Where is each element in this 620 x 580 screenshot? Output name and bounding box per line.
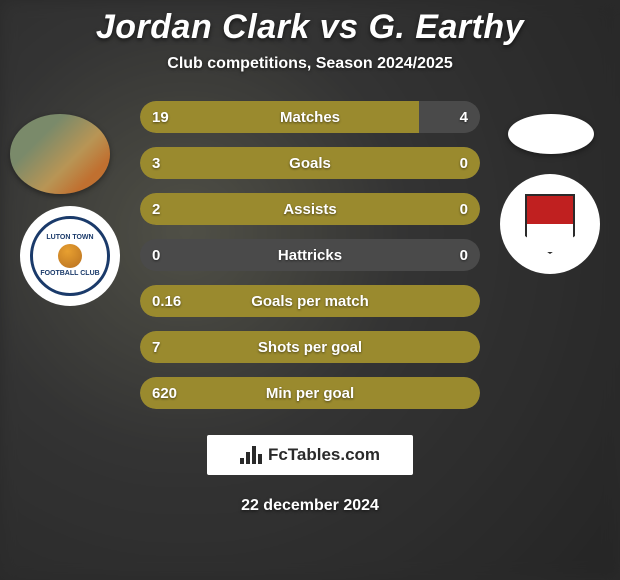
stat-bar: 2Assists0 [140,193,480,225]
stat-bar: 0.16Goals per match [140,285,480,317]
stat-right-value: 0 [460,247,468,264]
stat-label: Assists [140,201,480,218]
stat-right-value: 0 [460,201,468,218]
stat-bar: 0Hattricks0 [140,239,480,271]
club-crest-right [500,174,600,274]
player-avatar-right [508,114,594,154]
crest-left-line2: FOOTBALL CLUB [40,270,99,278]
fctables-text: FcTables.com [268,445,380,465]
stat-label: Goals per match [140,293,480,310]
crest-left-line1: LUTON TOWN [46,234,93,242]
crest-left-ball-icon [58,244,82,268]
stat-label: Shots per goal [140,339,480,356]
stat-label: Matches [140,109,480,126]
stat-label: Hattricks [140,247,480,264]
stats-container: 19Matches43Goals02Assists00Hattricks00.1… [140,101,480,409]
stat-right-value: 0 [460,155,468,172]
stat-bar: 3Goals0 [140,147,480,179]
fctables-logo: FcTables.com [207,435,413,475]
stat-label: Goals [140,155,480,172]
subtitle: Club competitions, Season 2024/2025 [0,55,620,73]
stat-right-value: 4 [460,109,468,126]
date-label: 22 december 2024 [0,497,620,515]
stat-bar: 19Matches4 [140,101,480,133]
stat-label: Min per goal [140,385,480,402]
bar-chart-icon [240,446,262,464]
club-crest-left: LUTON TOWN FOOTBALL CLUB [20,206,120,306]
comparison-title: Jordan Clark vs G. Earthy [0,8,620,47]
player-avatar-left [10,114,110,194]
stat-bar: 620Min per goal [140,377,480,409]
stat-bar: 7Shots per goal [140,331,480,363]
